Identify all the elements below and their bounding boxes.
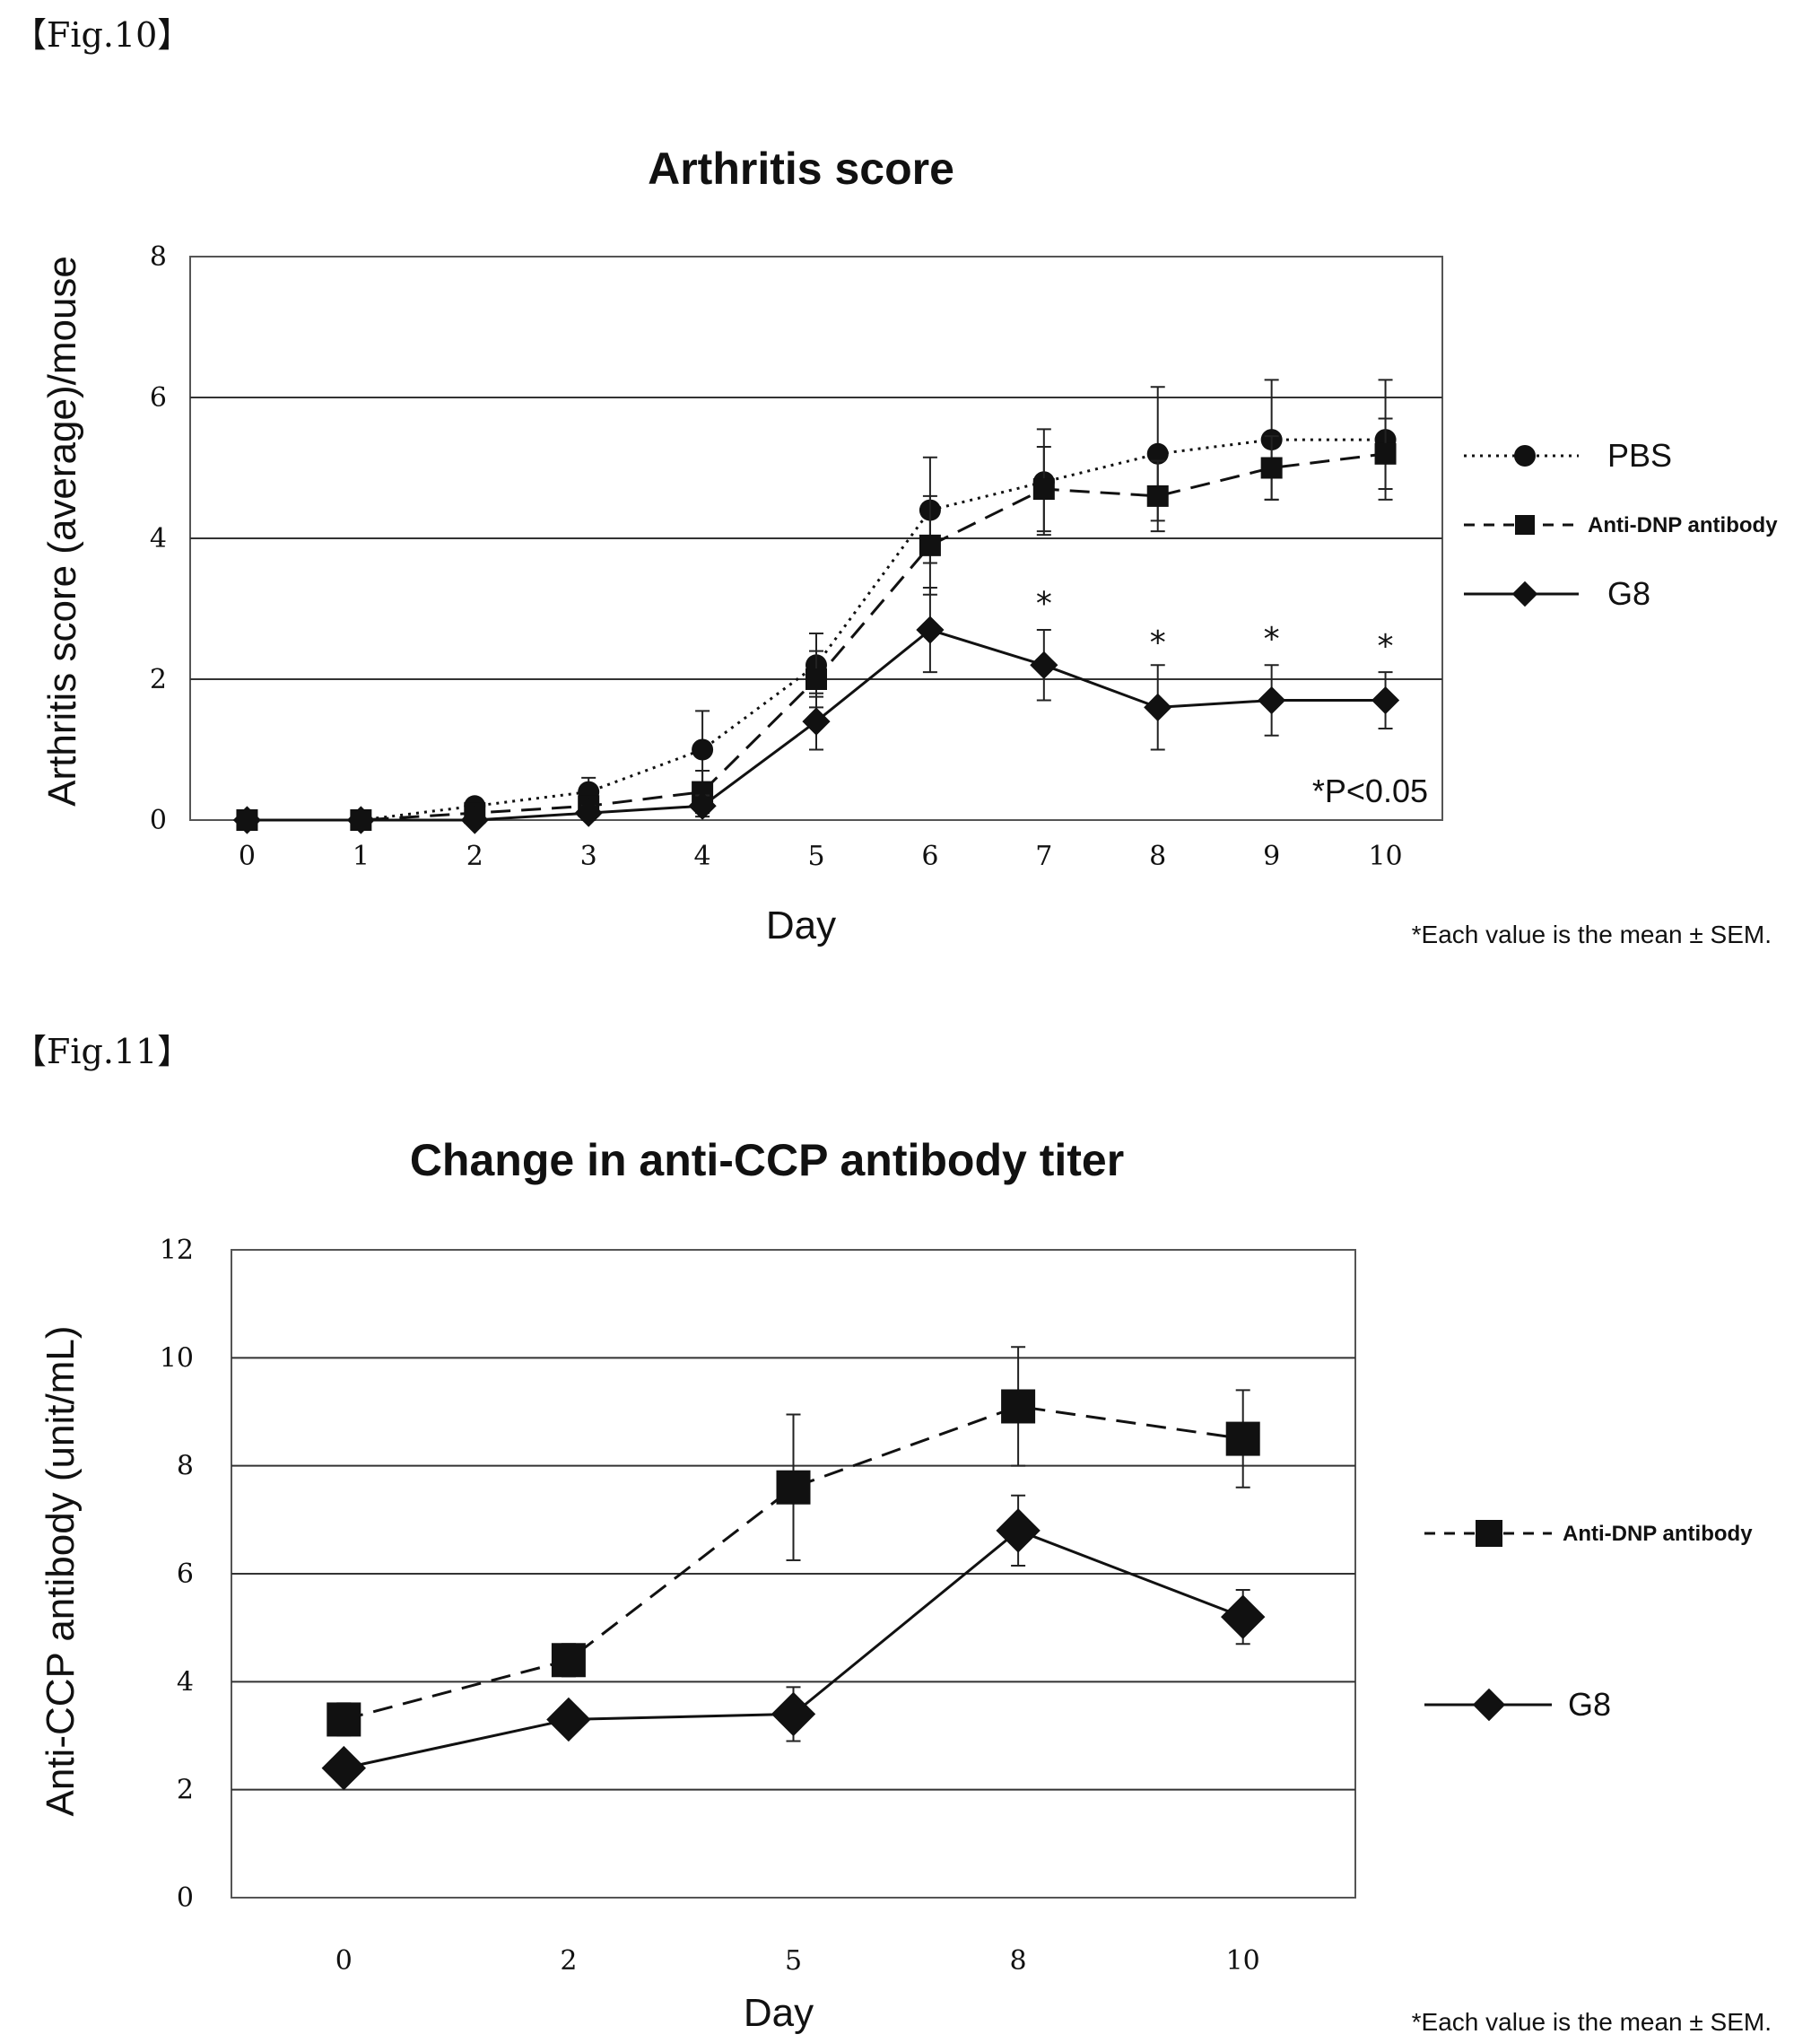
data-point: [574, 799, 603, 827]
legend-marker: [1511, 581, 1538, 607]
chart1-plot: 0 2 4 6 8 0 1 2 3 4 5 6 7 8 9 10 * * * *: [150, 241, 1443, 872]
y-tick-label: 0: [177, 1882, 194, 1914]
data-point: [1225, 1421, 1260, 1456]
x-tick-label: 1: [353, 841, 370, 872]
legend-label: G8: [1568, 1686, 1611, 1723]
legend-label: Anti-DNP antibody: [1563, 1522, 1753, 1546]
chart1-footnote: *Each value is the mean ± SEM.: [1412, 921, 1772, 948]
legend-entry: Anti-DNP antibody: [1464, 513, 1778, 537]
fig11-label: 【Fig.11】: [13, 1032, 191, 1071]
x-tick-label: 5: [807, 841, 824, 872]
y-tick-label: 2: [150, 664, 167, 695]
chart1-title: Arthritis score: [648, 144, 954, 194]
y-tick-label: 8: [150, 241, 167, 273]
fig10-label: 【Fig.10】: [13, 15, 191, 55]
data-point: [460, 806, 489, 834]
x-tick-label: 10: [1368, 841, 1402, 872]
y-tick-label: 2: [177, 1775, 194, 1806]
series-anti-dnp-antibody: [327, 1346, 1260, 1737]
chart2-plot: 0 2 4 6 8 10 12 0 2 5 8 10: [160, 1235, 1356, 1977]
data-point: [919, 534, 941, 556]
data-point: [1221, 1594, 1266, 1639]
data-point: [551, 1643, 586, 1678]
data-point: [546, 1697, 591, 1742]
y-tick-label: 8: [177, 1451, 194, 1482]
x-tick-label: 5: [785, 1945, 802, 1977]
legend-entry: PBS: [1464, 437, 1672, 474]
data-point: [327, 1702, 361, 1737]
data-point: [1371, 685, 1400, 715]
data-point: [1030, 650, 1058, 679]
x-tick-label: 2: [466, 841, 483, 872]
x-tick-label: 10: [1226, 1945, 1260, 1977]
data-point: [232, 806, 262, 834]
x-tick-label: 0: [239, 841, 256, 872]
chart1-xlabel: Day: [766, 904, 836, 947]
y-tick-label: 10: [160, 1342, 194, 1374]
chart2-legend: Anti-DNP antibody G8: [1424, 1520, 1753, 1723]
x-tick-label: 6: [921, 841, 938, 872]
data-point: [916, 616, 945, 644]
series-g8: [321, 1494, 1266, 1791]
legend-marker: [1472, 1688, 1506, 1722]
y-tick-label: 4: [150, 523, 167, 554]
data-point: [1260, 457, 1283, 479]
legend-entry: Anti-DNP antibody: [1424, 1520, 1753, 1547]
x-tick-label: 2: [560, 1945, 577, 1977]
x-tick-label: 7: [1035, 841, 1052, 872]
legend-label: PBS: [1607, 437, 1672, 474]
legend-marker: [1514, 445, 1536, 467]
series-line: [247, 438, 1386, 822]
chart2-xlabel: Day: [744, 1991, 814, 2035]
data-point: [346, 806, 375, 834]
data-point: [1374, 442, 1397, 465]
y-tick-label: 0: [150, 805, 167, 836]
data-point: [1144, 693, 1172, 721]
data-point: [1032, 478, 1055, 501]
x-tick-label: 8: [1149, 841, 1166, 872]
x-tick-label: 4: [694, 841, 711, 872]
series-line: [343, 1404, 1243, 1721]
chart2-ylabel: Anti-CCP antibody (unit/mL): [39, 1326, 83, 1817]
y-tick-label: 4: [177, 1666, 194, 1698]
data-point: [1146, 485, 1169, 507]
legend-entry: G8: [1424, 1686, 1611, 1723]
x-tick-label: 9: [1263, 841, 1280, 872]
y-tick-label: 6: [150, 382, 167, 414]
data-point: [688, 791, 717, 820]
x-tick-label: 8: [1010, 1945, 1027, 1977]
chart1-ylabel: Arthritis score (average)/mouse: [40, 256, 84, 807]
data-point: [692, 738, 714, 761]
data-point: [802, 707, 831, 736]
data-point: [776, 1470, 811, 1505]
series-pbs: [236, 379, 1397, 831]
legend-marker: [1515, 515, 1535, 535]
data-point: [321, 1745, 366, 1791]
x-tick-label: 0: [335, 1945, 353, 1977]
legend-label: G8: [1607, 575, 1650, 612]
data-point: [996, 1508, 1041, 1553]
chart1-pvalue-note: *P<0.05: [1312, 773, 1428, 809]
data-point: [1001, 1389, 1036, 1424]
y-tick-label: 12: [160, 1235, 194, 1266]
legend-label: Anti-DNP antibody: [1588, 513, 1778, 537]
legend-marker: [1476, 1520, 1502, 1547]
significance-star: *: [1150, 624, 1166, 661]
y-tick-label: 6: [177, 1558, 194, 1590]
significance-star: *: [1036, 586, 1052, 623]
data-point: [1146, 442, 1169, 465]
data-point: [771, 1691, 816, 1737]
x-tick-label: 3: [580, 841, 597, 872]
data-point: [1258, 685, 1286, 715]
significance-star: *: [1378, 628, 1394, 665]
chart1-legend: PBS Anti-DNP antibody G8: [1464, 437, 1778, 612]
series-g8: [232, 586, 1400, 834]
chart2-title: Change in anti-CCP antibody titer: [410, 1135, 1124, 1185]
significance-star: *: [1264, 621, 1280, 658]
data-point: [806, 668, 827, 690]
legend-entry: G8: [1464, 575, 1650, 612]
series-anti-dnp-antibody: [236, 417, 1397, 831]
chart2-footnote: *Each value is the mean ± SEM.: [1412, 2008, 1772, 2036]
